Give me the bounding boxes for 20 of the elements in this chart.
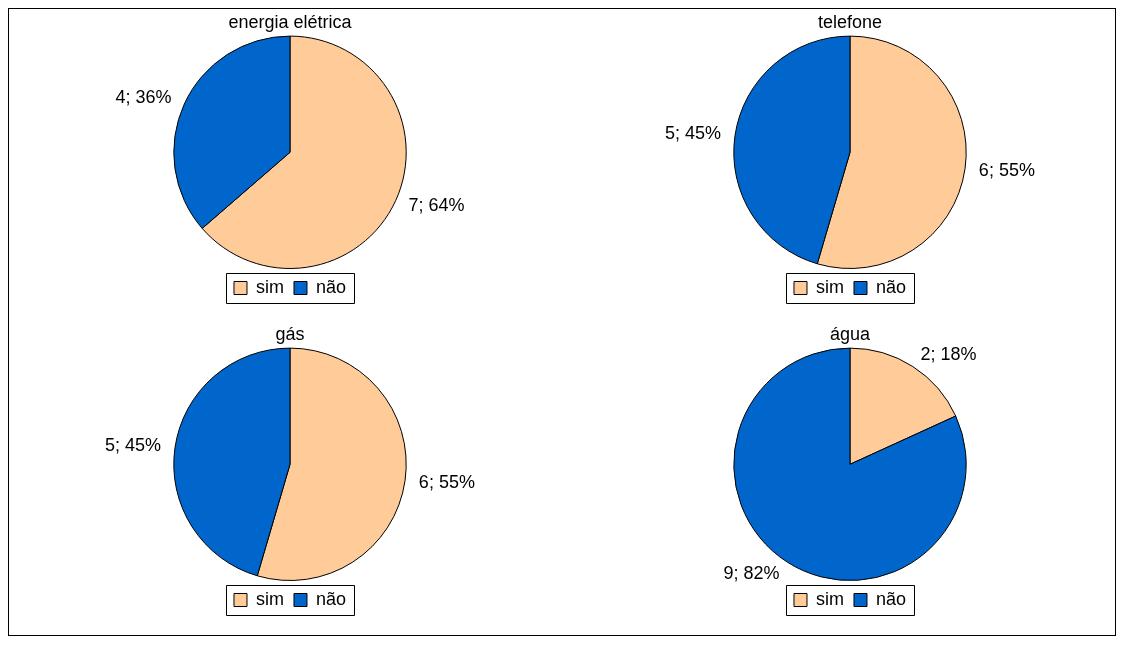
data-label: 5; 45%: [105, 434, 162, 455]
legend-label: não: [315, 276, 347, 297]
chart-title: gás: [275, 323, 305, 344]
data-label: 6; 55%: [978, 159, 1035, 180]
legend-label: sim: [255, 588, 284, 609]
legend-label: sim: [255, 276, 284, 297]
data-label: 7; 64%: [408, 195, 465, 216]
data-label: 4; 36%: [115, 87, 172, 108]
data-label: 6; 55%: [418, 471, 475, 492]
chart-title: água: [829, 323, 872, 344]
chart-title: telefone: [817, 11, 883, 32]
legend-label: não: [315, 588, 347, 609]
data-label: 5; 45%: [665, 122, 722, 143]
legend-label: não: [875, 276, 907, 297]
legend-label: não: [875, 588, 907, 609]
data-label: 9; 82%: [723, 562, 780, 583]
legend-label: sim: [815, 588, 844, 609]
chart-title: energia elétrica: [228, 11, 353, 32]
legend-label: sim: [815, 276, 844, 297]
data-label: 2; 18%: [920, 343, 977, 364]
